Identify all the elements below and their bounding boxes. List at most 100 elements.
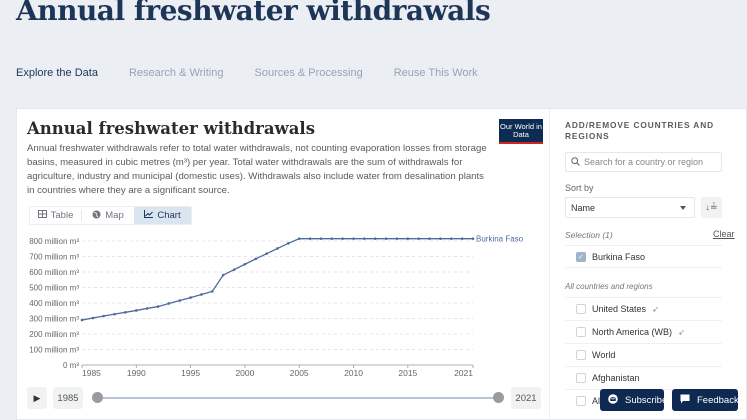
data-point[interactable] xyxy=(308,237,312,240)
timeline-end-year: 2021 xyxy=(511,387,541,409)
search-input[interactable]: Search for a country or region xyxy=(565,152,722,172)
x-tick-label: 2005 xyxy=(290,368,309,377)
tab-chart-label: Chart xyxy=(157,210,181,221)
data-point[interactable] xyxy=(395,237,399,240)
data-point[interactable] xyxy=(178,299,182,302)
data-point[interactable] xyxy=(80,318,84,322)
x-tick-label: 1990 xyxy=(127,368,146,377)
entity-name: North America (WB) xyxy=(592,327,673,337)
timeline-start-handle[interactable] xyxy=(92,392,103,403)
tab-research-writing[interactable]: Research & Writing xyxy=(128,67,224,79)
data-point[interactable] xyxy=(91,316,95,320)
sort-select[interactable]: Name xyxy=(565,197,695,218)
entity-row[interactable]: World xyxy=(565,343,722,366)
timeline-end-handle[interactable] xyxy=(493,392,504,403)
data-point[interactable] xyxy=(113,312,116,316)
data-point[interactable] xyxy=(211,290,214,293)
envelope-icon xyxy=(608,393,618,407)
data-point[interactable] xyxy=(297,237,301,240)
subscribe-button[interactable]: Subscribe xyxy=(600,389,667,411)
entity-name: Afghanistan xyxy=(592,373,640,383)
data-point[interactable] xyxy=(471,237,475,240)
entity-row[interactable]: North America (WB) ➶ xyxy=(565,320,722,343)
checkbox[interactable] xyxy=(576,350,586,360)
data-point[interactable] xyxy=(254,257,258,261)
y-tick-label: 0 m³ xyxy=(63,361,79,370)
data-point[interactable] xyxy=(406,237,410,240)
entity-row[interactable]: Afghanistan xyxy=(565,366,722,389)
tab-table-label: Table xyxy=(50,210,74,221)
entity-name: World xyxy=(592,350,616,360)
sort-order-button[interactable]: ↓≟ xyxy=(701,197,722,218)
timeline: ▶ 1985 2021 xyxy=(27,387,545,409)
timeline-start-year: 1985 xyxy=(53,387,83,409)
data-point[interactable] xyxy=(363,237,366,240)
selected-entity-name: Burkina Faso xyxy=(592,251,646,262)
checkbox[interactable] xyxy=(576,396,586,406)
pin-icon: ➶ xyxy=(678,327,685,337)
tab-map-label: Map xyxy=(105,210,124,221)
data-point[interactable] xyxy=(460,237,464,240)
data-point[interactable] xyxy=(417,237,420,240)
tab-sources-processing[interactable]: Sources & Processing xyxy=(254,67,363,79)
all-countries-label: All countries and regions xyxy=(565,282,653,291)
search-placeholder: Search for a country or region xyxy=(584,157,704,167)
feedback-button[interactable]: Feedback xyxy=(672,389,739,411)
tab-table[interactable]: Table xyxy=(30,210,82,221)
sort-order-icon: ↓≟ xyxy=(705,202,718,212)
page-tabs: Explore the Data Research & Writing Sour… xyxy=(16,67,478,79)
checkbox[interactable] xyxy=(576,373,586,383)
caret-down-icon xyxy=(680,205,686,210)
timeline-track[interactable] xyxy=(98,397,498,399)
data-point[interactable] xyxy=(200,293,203,296)
data-point[interactable] xyxy=(221,273,225,277)
tab-map[interactable]: Map xyxy=(82,207,134,224)
data-point[interactable] xyxy=(287,242,290,245)
checkbox[interactable] xyxy=(576,327,586,337)
owid-logo[interactable]: Our World in Data xyxy=(499,119,543,144)
y-tick-label: 600 million m³ xyxy=(29,268,79,277)
feedback-label: Feedback xyxy=(697,394,739,406)
entity-row[interactable]: United States ➶ xyxy=(565,297,722,320)
checkbox-checked[interactable]: ✓ xyxy=(576,251,586,262)
data-point[interactable] xyxy=(319,237,323,240)
data-point[interactable] xyxy=(135,309,138,312)
checkbox[interactable] xyxy=(576,304,586,314)
y-tick-label: 300 million m³ xyxy=(29,315,79,324)
data-point[interactable] xyxy=(341,237,344,240)
data-point[interactable] xyxy=(156,305,160,308)
series-line[interactable] xyxy=(81,238,473,321)
entity-name: Al xyxy=(592,396,601,406)
play-button[interactable]: ▶ xyxy=(27,387,47,409)
data-point[interactable] xyxy=(330,237,334,240)
data-point[interactable] xyxy=(428,237,431,240)
clear-button[interactable]: Clear xyxy=(713,229,735,239)
chart-subtitle: Annual freshwater withdrawals refer to t… xyxy=(27,143,487,196)
gridlines xyxy=(82,240,473,350)
data-point[interactable] xyxy=(243,262,247,266)
data-point[interactable] xyxy=(439,237,442,240)
data-point[interactable] xyxy=(384,237,388,240)
data-point[interactable] xyxy=(276,247,279,250)
selected-entity-row[interactable]: ✓ Burkina Faso xyxy=(565,245,722,268)
series-label[interactable]: Burkina Faso xyxy=(476,235,524,244)
data-point[interactable] xyxy=(373,237,377,240)
tab-explore-the-data[interactable]: Explore the Data xyxy=(16,67,98,79)
data-point[interactable] xyxy=(265,252,268,256)
data-point[interactable] xyxy=(167,302,171,305)
x-axis: 1985 1990 1995 2000 2005 2010 2015 2021 xyxy=(81,364,474,377)
line-chart[interactable]: 0 m³ 100 million m³ 200 million m³ 300 mill… xyxy=(17,229,549,377)
data-point[interactable] xyxy=(102,314,106,318)
data-point[interactable] xyxy=(189,296,192,299)
tab-chart[interactable]: Chart xyxy=(134,207,191,224)
x-tick-label: 1995 xyxy=(181,368,200,377)
table-icon xyxy=(37,210,47,221)
data-point[interactable] xyxy=(449,237,453,240)
tab-reuse-this-work[interactable]: Reuse This Work xyxy=(393,67,478,79)
x-tick-label: 2021 xyxy=(454,368,473,377)
data-point[interactable] xyxy=(124,311,127,314)
data-point[interactable] xyxy=(352,237,355,240)
data-point[interactable] xyxy=(232,268,236,271)
data-point[interactable] xyxy=(145,307,149,310)
globe-icon xyxy=(92,210,101,222)
